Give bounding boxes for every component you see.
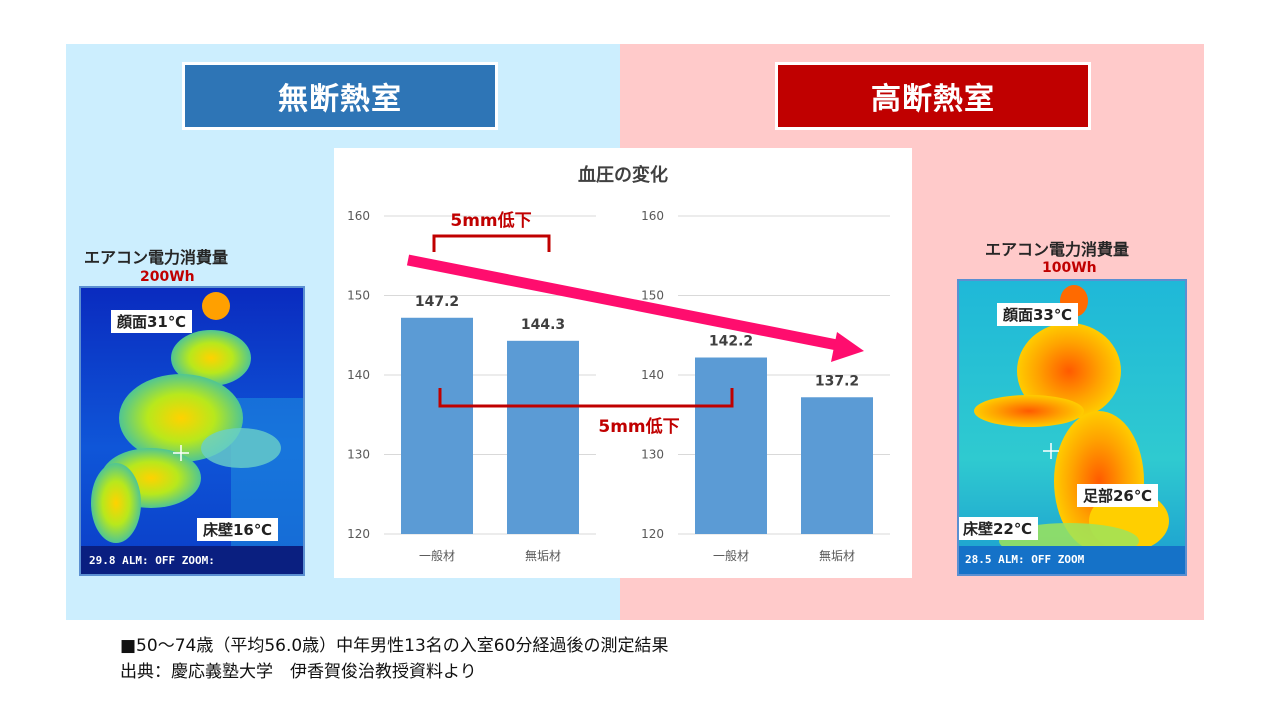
right-energy-value: 100Wh [1042,260,1097,276]
right-thermal-image: 28.5 ALM: OFF ZOOM 顔面33℃ 足部26℃ 床壁22℃ [957,279,1187,576]
y-tick-label: 160 [347,209,370,223]
right-room-title: 高断熱室 [775,62,1091,130]
chart-title: 血圧の変化 [578,164,668,186]
chart-svg: 血圧の変化 120 130 140 150 160 147.2 一般材 144.3 無垢材 120 1… [347,164,890,563]
bottom-bracket [438,388,734,408]
data-label: 147.2 [415,294,459,310]
data-label: 137.2 [815,373,859,389]
left-room-title: 無断熱室 [182,62,498,130]
y-tick-label: 150 [347,289,370,303]
right-floor-temp: 床壁22℃ [959,517,1039,540]
blood-pressure-chart: 血圧の変化 120 130 140 150 160 147.2 一般材 144.3 無垢材 120 1… [334,148,912,578]
y-tick-label: 130 [347,448,370,462]
right-foot-temp: 足部26℃ [1077,484,1159,507]
left-camera-status: 29.8 ALM: OFF ZOOM: [89,554,215,567]
y-tick-label: 150 [641,289,664,303]
left-thermal-graphic: 29.8 ALM: OFF ZOOM: [81,288,303,574]
y-tick-label: 120 [347,527,370,541]
left-energy-value: 200Wh [140,269,195,285]
left-face-temp: 顔面31℃ [111,310,193,333]
x-tick-label: 一般材 [419,548,455,563]
data-label: 144.3 [521,317,565,333]
bar [695,357,767,534]
bar [507,340,579,534]
right-face-temp: 顔面33℃ [997,303,1079,326]
left-floor-temp: 床壁16℃ [197,518,279,541]
right-energy-label: エアコン電力消費量 [985,240,1130,259]
y-tick-label: 160 [641,209,664,223]
right-camera-status: 28.5 ALM: OFF ZOOM [965,553,1085,566]
top-annotation: 5mm低下 [450,210,531,231]
x-tick-label: 無垢材 [819,548,855,563]
bar [401,317,473,534]
footnote-source: 出典：慶応義塾大学 伊香賀俊治教授資料より [120,662,477,682]
x-tick-label: 一般材 [713,548,749,563]
x-tick-label: 無垢材 [525,548,561,563]
data-label: 142.2 [709,334,753,350]
y-tick-label: 140 [641,368,664,382]
footnote-measurement: ■50～74歳（平均56.0歳）中年男性13名の入室60分経過後の測定結果 [120,636,669,656]
y-tick-label: 120 [641,527,664,541]
trend-arrow-head [831,332,864,362]
bottom-annotation: 5mm低下 [598,416,679,437]
left-energy-label: エアコン電力消費量 [84,248,229,267]
top-bracket [432,234,551,252]
left-thermal-image: 29.8 ALM: OFF ZOOM: 顔面31℃ 床壁16℃ [79,286,305,576]
trend-arrow-shaft [406,254,844,352]
y-tick-label: 140 [347,368,370,382]
bar [801,397,873,534]
y-tick-label: 130 [641,448,664,462]
